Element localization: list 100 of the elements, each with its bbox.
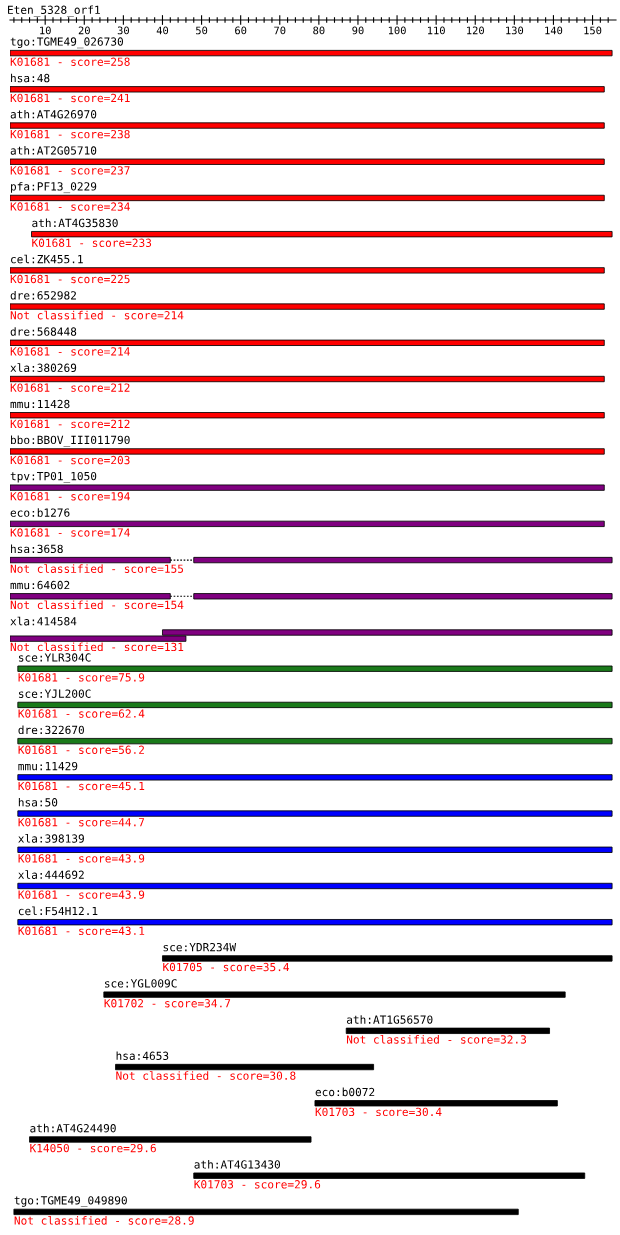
x-tick-label: 70 [274,26,286,35]
y-tick-label: tgo:TGME49_049890 [14,1196,127,1208]
bar [17,882,613,890]
x-tick-label: 10 [40,26,51,35]
bar [345,1027,550,1034]
y-tick-label: xla:444692 [18,870,84,879]
y-tick-label: hsa:4653 [116,1051,169,1060]
bar [162,955,613,962]
bar [17,846,613,853]
annotation: K01681 - score=45.1 [18,781,145,791]
annotation: K01681 - score=212 [10,419,130,429]
annotation: K01681 - score=203 [10,455,130,465]
chart-title: Eten_5328_orf1 [8,5,100,17]
y-tick-label: xla:414584 [10,616,77,626]
bar [103,991,566,998]
annotation: K01681 - score=238 [10,129,130,139]
annotation: K01681 - score=43.9 [18,890,145,899]
y-tick-label: mmu:11429 [18,761,78,771]
y-tick-label: hsa:3658 [11,544,63,554]
y-tick-label: sce:YLR304C [18,653,91,662]
annotation: K01681 - score=56.2 [18,745,144,754]
y-tick-label: tpv:TP01_1050 [10,471,97,483]
y-tick-label: dre:652982 [10,290,76,300]
annotation: Not classified - score=28.9 [14,1216,194,1225]
bar [10,122,605,129]
annotation: K01681 - score=225 [10,274,130,284]
annotation: Not classified - score=155 [10,564,184,573]
x-tick-label: 50 [196,26,208,35]
annotation: K01681 - score=233 [32,238,152,247]
bar [314,1100,558,1107]
x-tick-label: 30 [117,26,129,35]
x-tick-label: 60 [235,26,247,35]
x-tick-label: 110 [428,26,445,35]
y-tick-label: sce:YJL200C [18,689,91,698]
y-tick-label: mmu:64602 [10,580,70,590]
x-tick-label: 90 [352,26,364,35]
annotation: K01681 - score=75.9 [18,673,145,682]
annotation: K01705 - score=35.4 [163,962,290,972]
annotation: K01702 - score=34.7 [104,999,231,1008]
annotation: K01681 - score=214 [10,347,130,356]
bar [17,919,613,926]
bar [10,448,605,455]
annotation: K01681 - score=212 [10,383,130,392]
y-tick-label: pfa:PF13_0229 [11,182,97,194]
y-tick-label: mmu:11428 [10,399,70,409]
bar [10,158,605,165]
y-tick-label: dre:568448 [10,327,77,336]
annotation: K01681 - score=43.1 [18,926,145,936]
annotation: K01681 - score=241 [10,93,130,103]
x-tick-label: 130 [506,26,524,35]
x-tick-label: 140 [545,26,563,35]
bar [115,1063,375,1071]
y-tick-label: xla:380269 [10,363,77,372]
annotation: K01681 - score=194 [10,492,130,501]
y-tick-label: sce:YDR234W [163,942,237,952]
bar [31,231,613,238]
y-tick-label: cel:ZK455.1 [11,254,83,264]
annotation: Not classified - score=154 [10,600,184,610]
annotation: K14050 - score=29.6 [30,1143,156,1153]
bar [10,375,605,383]
annotation: K01681 - score=174 [10,528,130,537]
y-tick-label: hsa:48 [11,73,50,83]
annotation: K01681 - score=258 [10,57,130,66]
bar [17,738,613,745]
bar [10,49,613,57]
annotation: Not classified - score=131 [10,642,184,652]
annotation: K01681 - score=234 [10,202,130,211]
annotation: K01703 - score=30.4 [315,1107,442,1117]
bar [17,810,613,817]
annotation: Not classified - score=214 [10,310,184,320]
x-tick-label: 120 [467,26,484,35]
x-tick-label: 80 [313,26,325,35]
bar [193,1172,586,1179]
x-tick-label: 150 [584,26,602,35]
bar [17,774,613,781]
y-tick-label: sce:YGL009C [104,979,177,988]
bar [29,1136,312,1143]
y-tick-label: ath:AT4G35830 [32,218,118,228]
annotation: K01681 - score=237 [10,166,130,175]
x-tick-label: 100 [388,26,406,35]
bar [10,303,605,310]
annotation: K01681 - score=44.7 [18,817,145,827]
x-tick-label: 20 [78,26,90,35]
y-tick-label: xla:398139 [18,834,84,843]
annotation: K01681 - score=62.4 [18,709,145,718]
bar [17,665,613,672]
bar [10,86,605,93]
x-tick-label: 40 [156,26,169,35]
y-tick-label: ath:AT1G56570 [346,1015,433,1024]
y-tick-label: ath:AT4G24490 [30,1123,116,1133]
y-tick-label: tgo:TGME49_026730 [10,37,123,49]
y-tick-label: eco:b0072 [315,1087,375,1097]
annotation: K01703 - score=29.6 [194,1180,321,1189]
y-tick-label: eco:b1276 [10,508,70,517]
y-tick-label: ath:AT4G26970 [10,109,97,119]
y-tick-label: ath:AT4G13430 [194,1160,280,1169]
bar [10,412,605,419]
bar [17,701,613,709]
bar [10,194,605,202]
annotation: K01681 - score=43.9 [18,854,145,863]
